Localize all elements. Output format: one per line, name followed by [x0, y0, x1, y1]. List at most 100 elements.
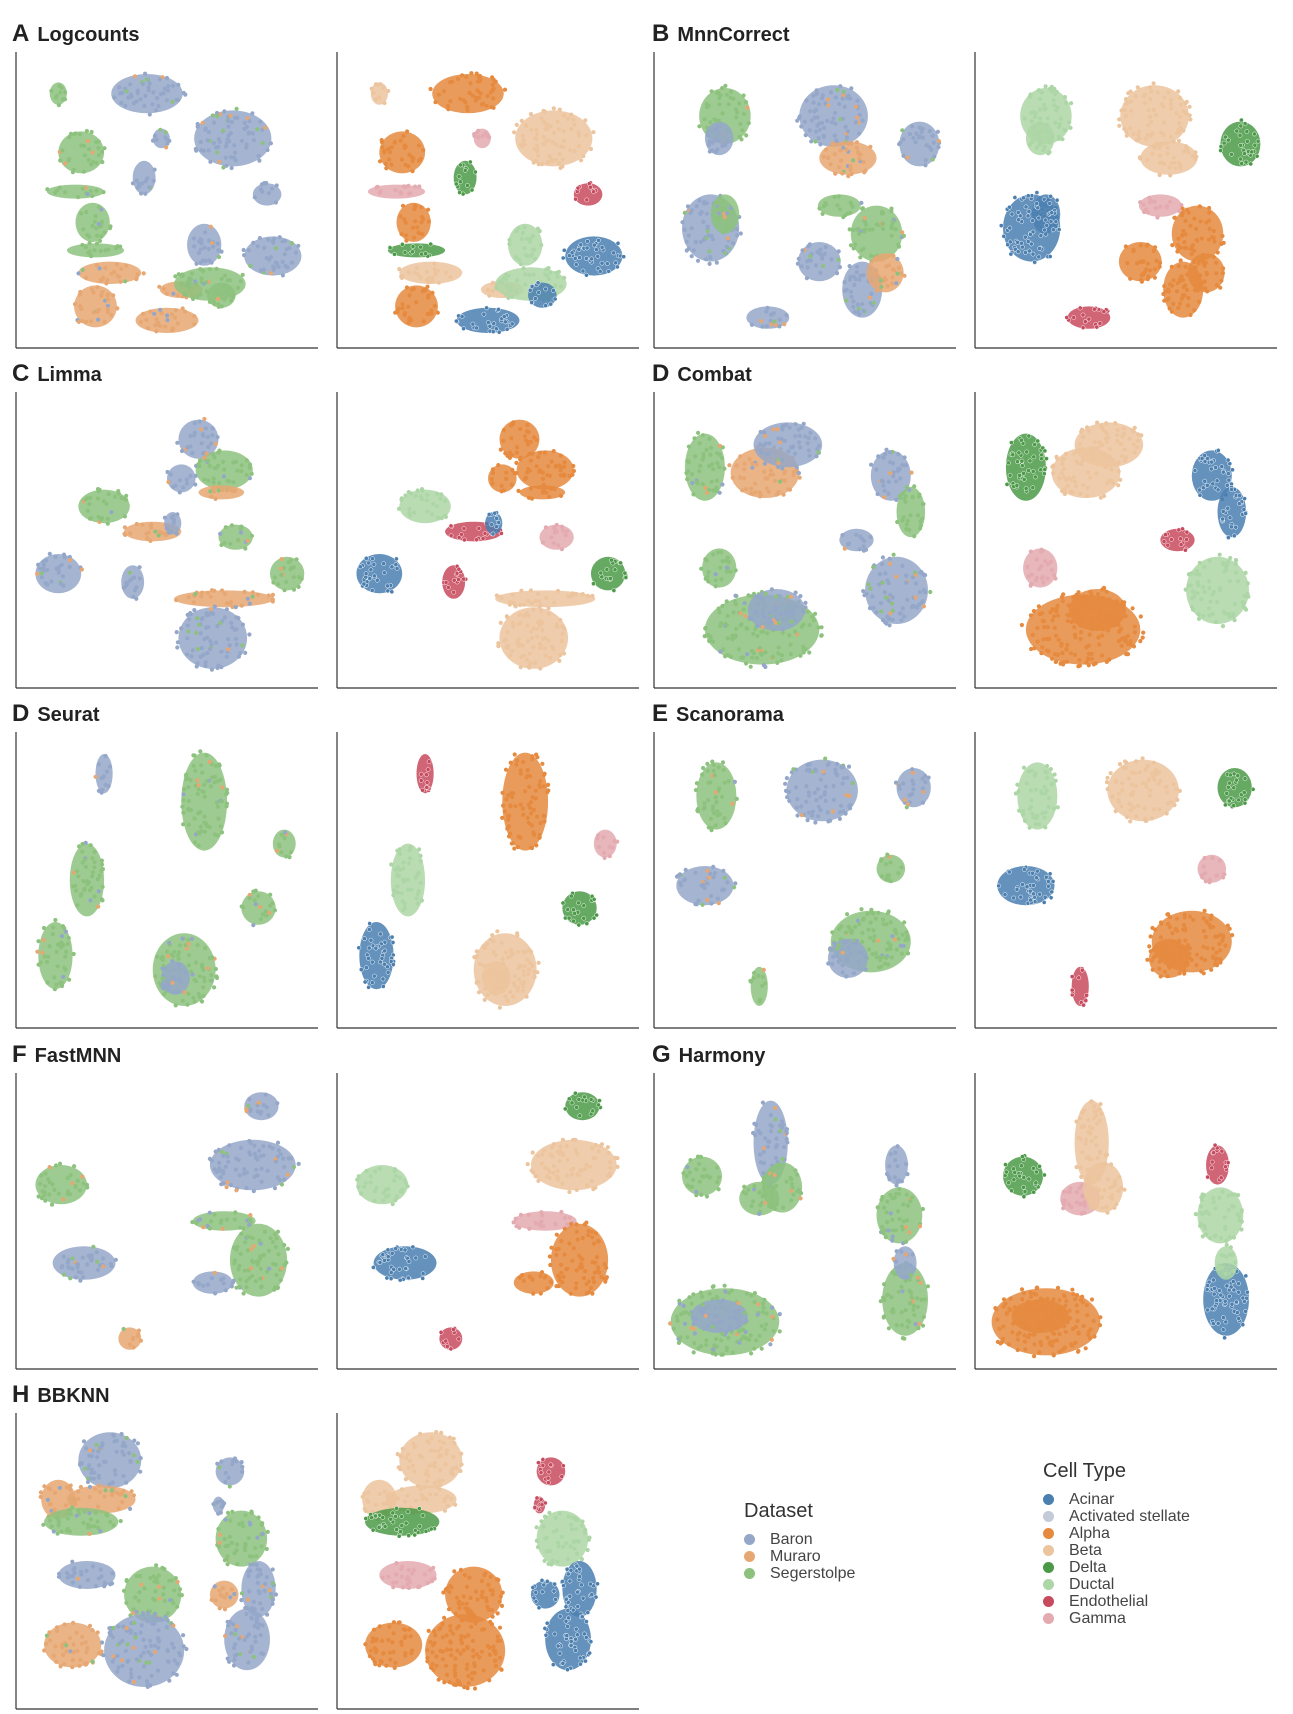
cell-point	[113, 494, 118, 499]
cell-point	[1059, 641, 1064, 646]
cell-point	[730, 637, 735, 642]
cell-point	[86, 157, 91, 162]
cell-point	[1040, 574, 1045, 580]
cell-point	[1205, 289, 1210, 294]
cell-point	[91, 310, 96, 315]
cluster	[111, 71, 188, 117]
cell-point	[773, 478, 778, 483]
cell-point	[1202, 459, 1208, 464]
cell-point	[872, 934, 877, 939]
cell-point	[858, 273, 863, 278]
cell-point	[1168, 134, 1173, 140]
cluster	[165, 464, 198, 495]
cell-point	[1086, 429, 1091, 434]
cell-point	[1074, 459, 1079, 464]
cell-point	[514, 122, 519, 127]
cell-point	[1189, 244, 1194, 250]
cell-point	[1104, 613, 1109, 618]
cluster-blob	[797, 242, 841, 282]
cell-point	[95, 877, 100, 882]
cell-point	[191, 236, 197, 241]
cell-point	[921, 789, 926, 794]
cell-point	[1028, 92, 1033, 97]
cell-point	[709, 445, 714, 450]
cell-point	[411, 510, 417, 515]
cell-point	[1064, 647, 1069, 652]
cell-point	[1013, 791, 1018, 796]
cluster	[1187, 253, 1226, 294]
cell-point	[853, 104, 859, 109]
cell-point	[900, 128, 905, 133]
cell-point	[1060, 661, 1065, 666]
cell-point	[856, 959, 861, 965]
cell-point	[813, 436, 818, 441]
cell-point	[186, 963, 191, 968]
cell-point	[712, 773, 717, 778]
cell-point	[537, 604, 542, 609]
cell-point	[198, 631, 203, 636]
cell-point	[1024, 449, 1030, 455]
cell-point	[1171, 155, 1176, 160]
cell-point	[744, 661, 749, 666]
cell-point	[546, 160, 551, 165]
cell-point	[716, 901, 721, 906]
cell-point	[1063, 451, 1069, 456]
cell-point	[161, 91, 166, 96]
cell-point	[1035, 205, 1041, 211]
cell-point	[186, 991, 191, 996]
cell-point	[841, 809, 846, 814]
cell-point	[918, 519, 923, 524]
cell-point	[380, 145, 385, 150]
cell-point	[693, 454, 698, 459]
cell-point	[521, 968, 526, 974]
cell-point	[397, 267, 402, 272]
cell-point	[67, 157, 72, 162]
cell-point	[135, 272, 140, 277]
cell-point	[912, 534, 917, 539]
cell-point	[1158, 160, 1163, 165]
cell-point	[1076, 664, 1081, 669]
cell-point	[1102, 429, 1107, 434]
cluster	[218, 523, 254, 551]
cluster	[367, 183, 426, 199]
cell-point	[885, 947, 890, 952]
cell-point	[917, 602, 922, 607]
cell-point	[537, 598, 542, 604]
cell-point	[390, 962, 396, 967]
cell-point	[538, 666, 543, 671]
cell-point	[691, 492, 696, 497]
cell-point	[1113, 421, 1118, 426]
cell-point	[1152, 199, 1157, 205]
cell-point	[562, 275, 567, 280]
cell-point	[201, 790, 206, 795]
cell-point	[717, 452, 722, 457]
cell-point	[1089, 592, 1094, 597]
cell-point	[880, 580, 885, 585]
cell-point	[791, 444, 796, 449]
cell-point	[897, 494, 902, 499]
cell-point	[866, 582, 871, 587]
cell-point	[474, 95, 479, 100]
cell-point	[1054, 197, 1060, 203]
cell-point	[559, 547, 564, 552]
cell-point	[1045, 116, 1050, 121]
cell-point	[532, 974, 537, 980]
cell-point	[1053, 778, 1058, 783]
cell-point	[202, 477, 207, 482]
cell-point	[387, 245, 393, 251]
cell-point	[250, 590, 255, 595]
cell-point	[145, 536, 150, 541]
cell-point	[420, 787, 425, 793]
cell-point	[1097, 642, 1102, 647]
cell-point	[90, 150, 95, 155]
cell-point	[268, 903, 273, 908]
cell-point	[506, 793, 511, 798]
cluster-blob	[359, 922, 394, 990]
cell-point	[1045, 625, 1050, 630]
cell-point	[816, 136, 821, 141]
cluster	[693, 759, 739, 833]
cell-point	[61, 552, 67, 557]
cell-point	[898, 476, 903, 481]
cell-point	[103, 265, 108, 271]
cell-point	[80, 849, 85, 854]
